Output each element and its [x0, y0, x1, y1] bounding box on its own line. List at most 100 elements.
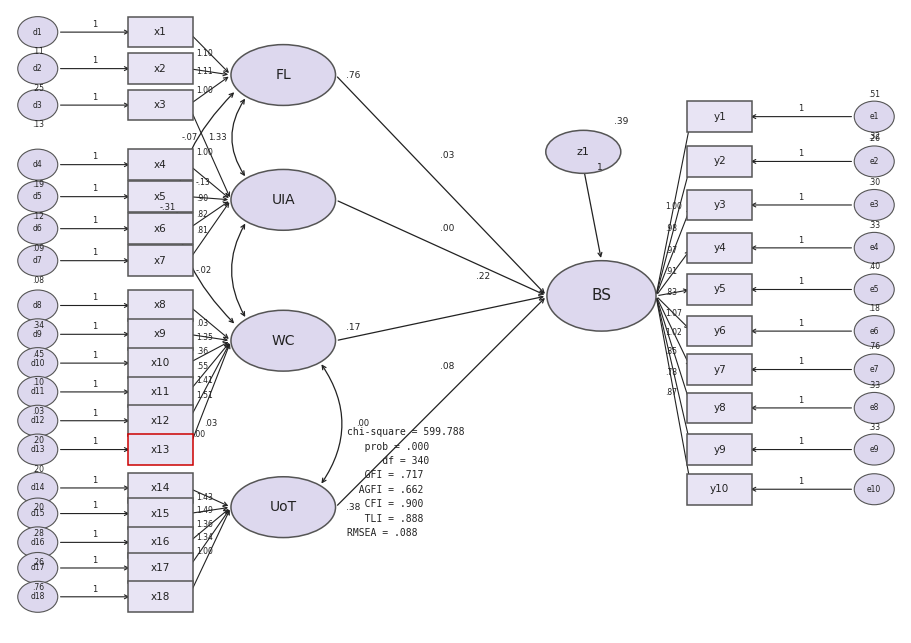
Text: .38: .38 [346, 503, 361, 512]
Ellipse shape [17, 53, 57, 84]
Text: .19: .19 [32, 180, 44, 189]
Text: .33: .33 [867, 422, 879, 431]
Text: y5: y5 [712, 284, 725, 294]
Text: 1: 1 [92, 185, 97, 194]
Text: d14: d14 [30, 484, 45, 493]
Ellipse shape [854, 101, 894, 132]
Text: .08: .08 [439, 362, 454, 371]
Text: 1.51: 1.51 [196, 391, 212, 400]
Ellipse shape [854, 146, 894, 177]
Text: 1: 1 [797, 104, 803, 113]
Text: .00: .00 [439, 224, 454, 233]
Text: e1: e1 [868, 112, 878, 121]
Text: .08: .08 [32, 276, 44, 285]
Text: .13: .13 [32, 120, 44, 129]
Text: 1: 1 [92, 351, 97, 360]
FancyBboxPatch shape [128, 290, 193, 321]
FancyBboxPatch shape [128, 319, 193, 350]
Ellipse shape [17, 498, 57, 529]
Ellipse shape [854, 190, 894, 221]
Text: .91: .91 [664, 267, 676, 276]
FancyBboxPatch shape [686, 233, 752, 263]
Text: .90: .90 [196, 194, 208, 203]
Text: x11: x11 [150, 387, 170, 397]
Ellipse shape [230, 311, 335, 371]
Text: .76: .76 [346, 71, 361, 80]
Text: e3: e3 [868, 201, 878, 210]
Text: .76: .76 [32, 583, 44, 592]
Text: .40: .40 [867, 262, 879, 271]
Text: .11: .11 [32, 48, 44, 57]
Text: x5: x5 [154, 192, 167, 202]
Text: 1: 1 [92, 502, 97, 511]
Text: 1.02: 1.02 [664, 328, 681, 337]
Text: d3: d3 [33, 100, 43, 109]
Text: e2: e2 [868, 157, 878, 166]
Text: 1.49: 1.49 [196, 506, 212, 515]
Text: 1: 1 [797, 319, 803, 328]
FancyBboxPatch shape [128, 377, 193, 407]
Ellipse shape [547, 260, 655, 331]
Ellipse shape [17, 245, 57, 276]
Text: -.31: -.31 [159, 203, 175, 212]
Text: y4: y4 [712, 243, 725, 253]
Text: x6: x6 [154, 224, 167, 233]
Text: 1.35: 1.35 [196, 333, 212, 342]
FancyBboxPatch shape [686, 474, 752, 505]
Text: 1.34: 1.34 [196, 533, 212, 542]
Text: 1.10: 1.10 [196, 49, 212, 58]
Text: d15: d15 [30, 509, 45, 518]
Text: -.13: -.13 [196, 177, 210, 186]
Text: 1: 1 [797, 193, 803, 202]
Text: FL: FL [275, 68, 291, 82]
Text: .33: .33 [867, 381, 879, 390]
Ellipse shape [854, 316, 894, 347]
Text: 1: 1 [92, 152, 97, 161]
Text: .28: .28 [32, 529, 44, 538]
Text: x16: x16 [150, 538, 170, 547]
Text: .76: .76 [867, 343, 879, 352]
Text: WC: WC [271, 334, 294, 348]
Text: .98: .98 [664, 224, 676, 233]
Text: .03: .03 [196, 318, 208, 327]
FancyBboxPatch shape [128, 498, 193, 529]
Text: -.02: -.02 [196, 266, 211, 275]
Text: 1: 1 [797, 437, 803, 446]
Text: 1: 1 [92, 556, 97, 565]
Ellipse shape [17, 552, 57, 583]
Text: x13: x13 [150, 444, 170, 455]
FancyBboxPatch shape [686, 393, 752, 423]
Text: .22: .22 [476, 272, 490, 281]
Ellipse shape [17, 376, 57, 408]
Ellipse shape [17, 181, 57, 212]
FancyBboxPatch shape [128, 181, 193, 212]
Ellipse shape [854, 232, 894, 264]
Text: chi-square = 599.788
   prob = .000
      df = 340
   GFI = .717
  AGFI = .662
 : chi-square = 599.788 prob = .000 df = 34… [346, 427, 464, 538]
Text: 1.33: 1.33 [208, 133, 226, 142]
Text: e8: e8 [868, 403, 878, 412]
Text: 1: 1 [92, 584, 97, 593]
Text: 1: 1 [797, 395, 803, 404]
Text: 1: 1 [92, 57, 97, 66]
FancyBboxPatch shape [128, 473, 193, 503]
Ellipse shape [854, 434, 894, 465]
Text: 1.07: 1.07 [664, 309, 681, 318]
Text: 1: 1 [92, 530, 97, 539]
Text: d2: d2 [33, 64, 43, 73]
Text: 1: 1 [797, 149, 803, 158]
Text: y10: y10 [710, 484, 729, 494]
Text: e6: e6 [868, 327, 878, 336]
Text: .39: .39 [614, 116, 628, 125]
FancyBboxPatch shape [686, 274, 752, 305]
Text: .03: .03 [32, 407, 44, 416]
Text: d9: d9 [33, 330, 43, 339]
Ellipse shape [230, 170, 335, 230]
Text: d8: d8 [33, 301, 43, 310]
Ellipse shape [17, 17, 57, 48]
FancyBboxPatch shape [128, 149, 193, 180]
Text: x15: x15 [150, 509, 170, 518]
Ellipse shape [17, 89, 57, 121]
FancyBboxPatch shape [686, 101, 752, 132]
Text: .09: .09 [32, 244, 44, 253]
FancyBboxPatch shape [128, 552, 193, 583]
